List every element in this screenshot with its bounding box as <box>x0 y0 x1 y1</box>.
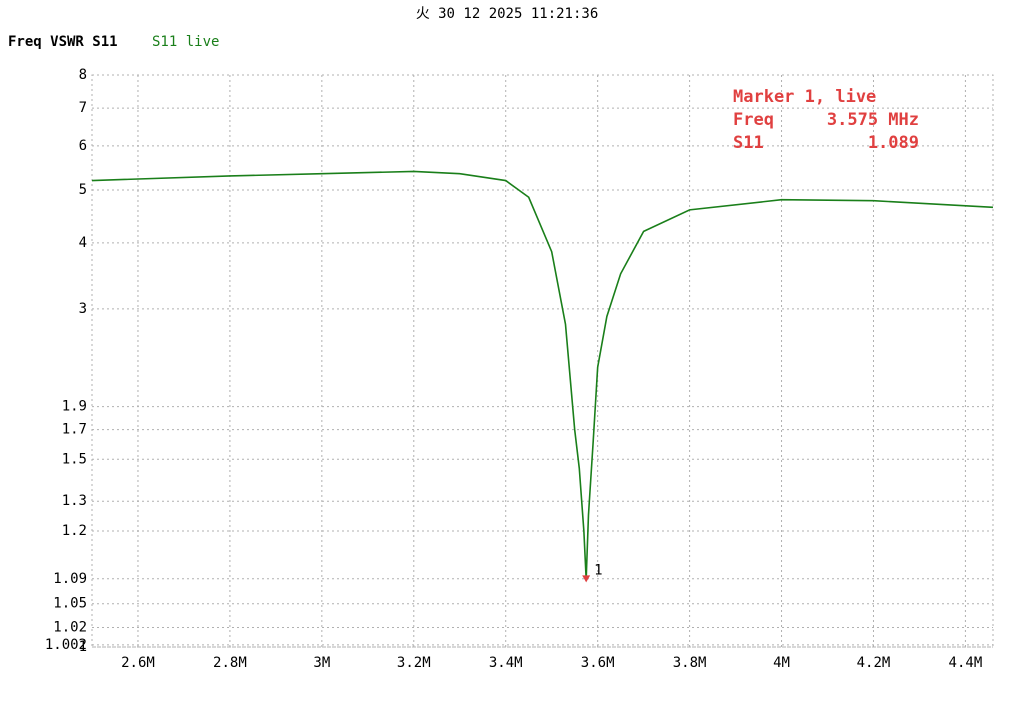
x-tick-label: 3M <box>313 655 330 671</box>
marker-point <box>582 575 591 583</box>
marker-row-label: Freq <box>733 110 774 130</box>
x-tick-label: 3.8M <box>673 655 707 671</box>
x-tick-label: 3.6M <box>581 655 615 671</box>
trace <box>91 170 994 580</box>
y-tick-label: 1.05 <box>53 596 87 612</box>
y-tick-label: 1.3 <box>62 493 87 509</box>
y-tick-label: 1.5 <box>62 451 87 467</box>
y-tick-label: 7 <box>79 100 87 116</box>
y-tick-label: 5 <box>79 182 87 198</box>
x-tick-label: 2.8M <box>213 655 247 671</box>
marker-label: 1 <box>594 562 602 578</box>
y-tick-label: 8 <box>79 67 87 83</box>
x-tick-label: 4.2M <box>857 655 891 671</box>
y-tick-label: 1.2 <box>62 523 87 539</box>
x-tick-label: 3.4M <box>489 655 523 671</box>
y-tick-label: 1.09 <box>53 571 87 587</box>
y-tick-label: 4 <box>79 235 87 251</box>
marker-row-value: 1.089 <box>868 133 919 153</box>
y-tick-label: 1.02 <box>53 619 87 635</box>
x-tick-label: 2.6M <box>121 655 155 671</box>
marker-row-label: S11 <box>733 133 764 153</box>
y-tick-label: 1.7 <box>62 422 87 438</box>
y-tick-label: 6 <box>79 138 87 154</box>
x-tick-label: 4.4M <box>949 655 983 671</box>
marker-row-value: 3.575 MHz <box>827 110 919 130</box>
marker-title: Marker 1, live <box>733 87 876 107</box>
x-tick-label: 3.2M <box>397 655 431 671</box>
datetime: 火 30 12 2025 11:21:36 <box>416 6 599 22</box>
y-tick-label: 1 <box>79 639 87 655</box>
y-tick-label: 3 <box>79 301 87 317</box>
y-tick-label: 1.002 <box>45 637 87 653</box>
y-tick-label: 1.9 <box>62 399 87 415</box>
chart-label: Freq VSWR S11 <box>8 34 118 50</box>
x-tick-label: 4M <box>773 655 790 671</box>
plot-frame <box>91 74 994 648</box>
legend-entry: S11 live <box>152 34 219 50</box>
marker-info: Marker 1, live Freq 3.575 MHz S11 1.089 <box>733 87 919 153</box>
